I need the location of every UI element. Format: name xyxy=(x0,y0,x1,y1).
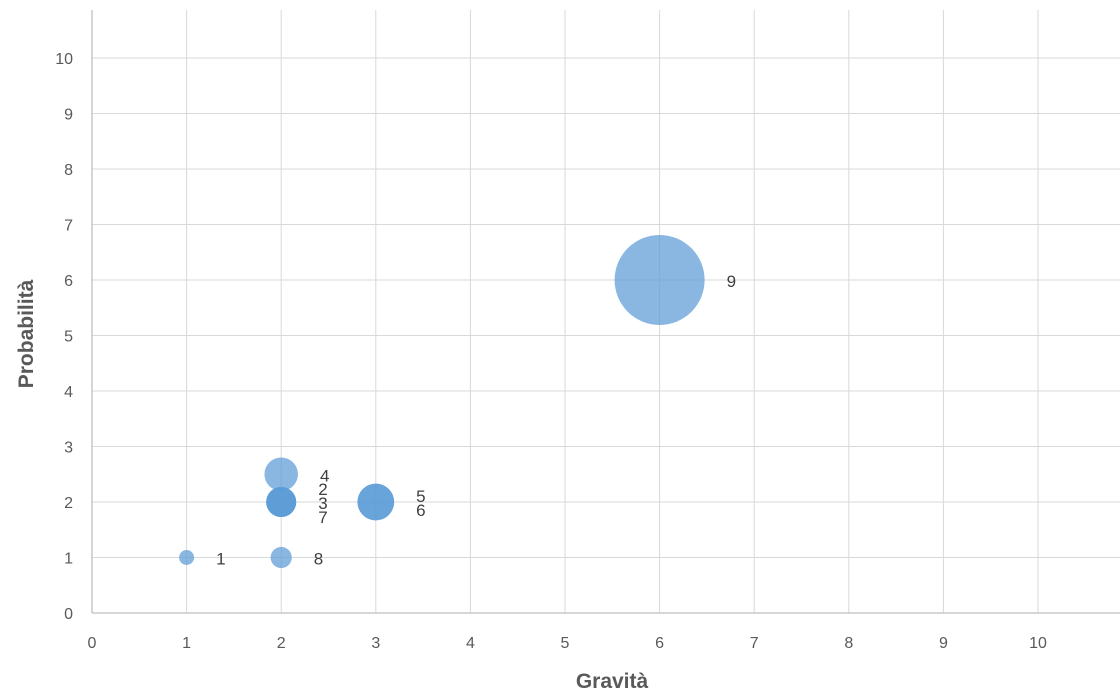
x-tick-label: 9 xyxy=(939,635,948,652)
data-label: 6 xyxy=(416,501,425,520)
y-tick-label: 1 xyxy=(64,551,73,568)
data-label: 9 xyxy=(727,272,736,291)
bubble xyxy=(357,483,395,521)
x-tick-label: 8 xyxy=(844,635,853,652)
x-tick-label: 6 xyxy=(655,635,664,652)
data-label: 2 xyxy=(318,480,327,499)
x-tick-label: 1 xyxy=(182,635,191,652)
x-axis-title: Gravità xyxy=(576,670,649,693)
x-tick-label: 10 xyxy=(1029,635,1047,652)
x-tick-label: 7 xyxy=(750,635,759,652)
data-label: 8 xyxy=(314,550,323,569)
data-label: 1 xyxy=(216,550,225,569)
x-tick-label: 3 xyxy=(371,635,380,652)
y-axis-title: Probabilità xyxy=(15,279,38,388)
gridlines xyxy=(92,10,1120,613)
y-tick-label: 5 xyxy=(64,329,73,346)
bubble xyxy=(270,546,292,569)
y-tick-label: 0 xyxy=(64,606,73,623)
y-tick-label: 9 xyxy=(64,107,73,124)
bubble xyxy=(264,457,298,492)
bubble xyxy=(179,550,195,565)
bubbles xyxy=(179,235,705,569)
data-label: 7 xyxy=(318,508,327,527)
y-tick-label: 2 xyxy=(64,495,73,512)
y-tick-label: 10 xyxy=(55,51,73,68)
y-tick-label: 7 xyxy=(64,218,73,235)
x-tick-label: 5 xyxy=(561,635,570,652)
y-tick-label: 4 xyxy=(64,384,73,401)
x-tick-label: 2 xyxy=(277,635,286,652)
x-tick-label: 0 xyxy=(88,635,97,652)
y-tick-label: 8 xyxy=(64,162,73,179)
bubble xyxy=(614,235,705,325)
bubble xyxy=(266,487,297,517)
x-tick-label: 4 xyxy=(466,635,475,652)
data-label: 5 xyxy=(416,487,425,506)
data-label: 4 xyxy=(320,466,329,485)
data-labels: 1 237 4 56 8 9 xyxy=(216,272,736,569)
data-label: 3 xyxy=(318,494,327,513)
y-tick-label: 3 xyxy=(64,440,73,457)
y-tick-label: 6 xyxy=(64,273,73,290)
axes xyxy=(91,10,1120,614)
